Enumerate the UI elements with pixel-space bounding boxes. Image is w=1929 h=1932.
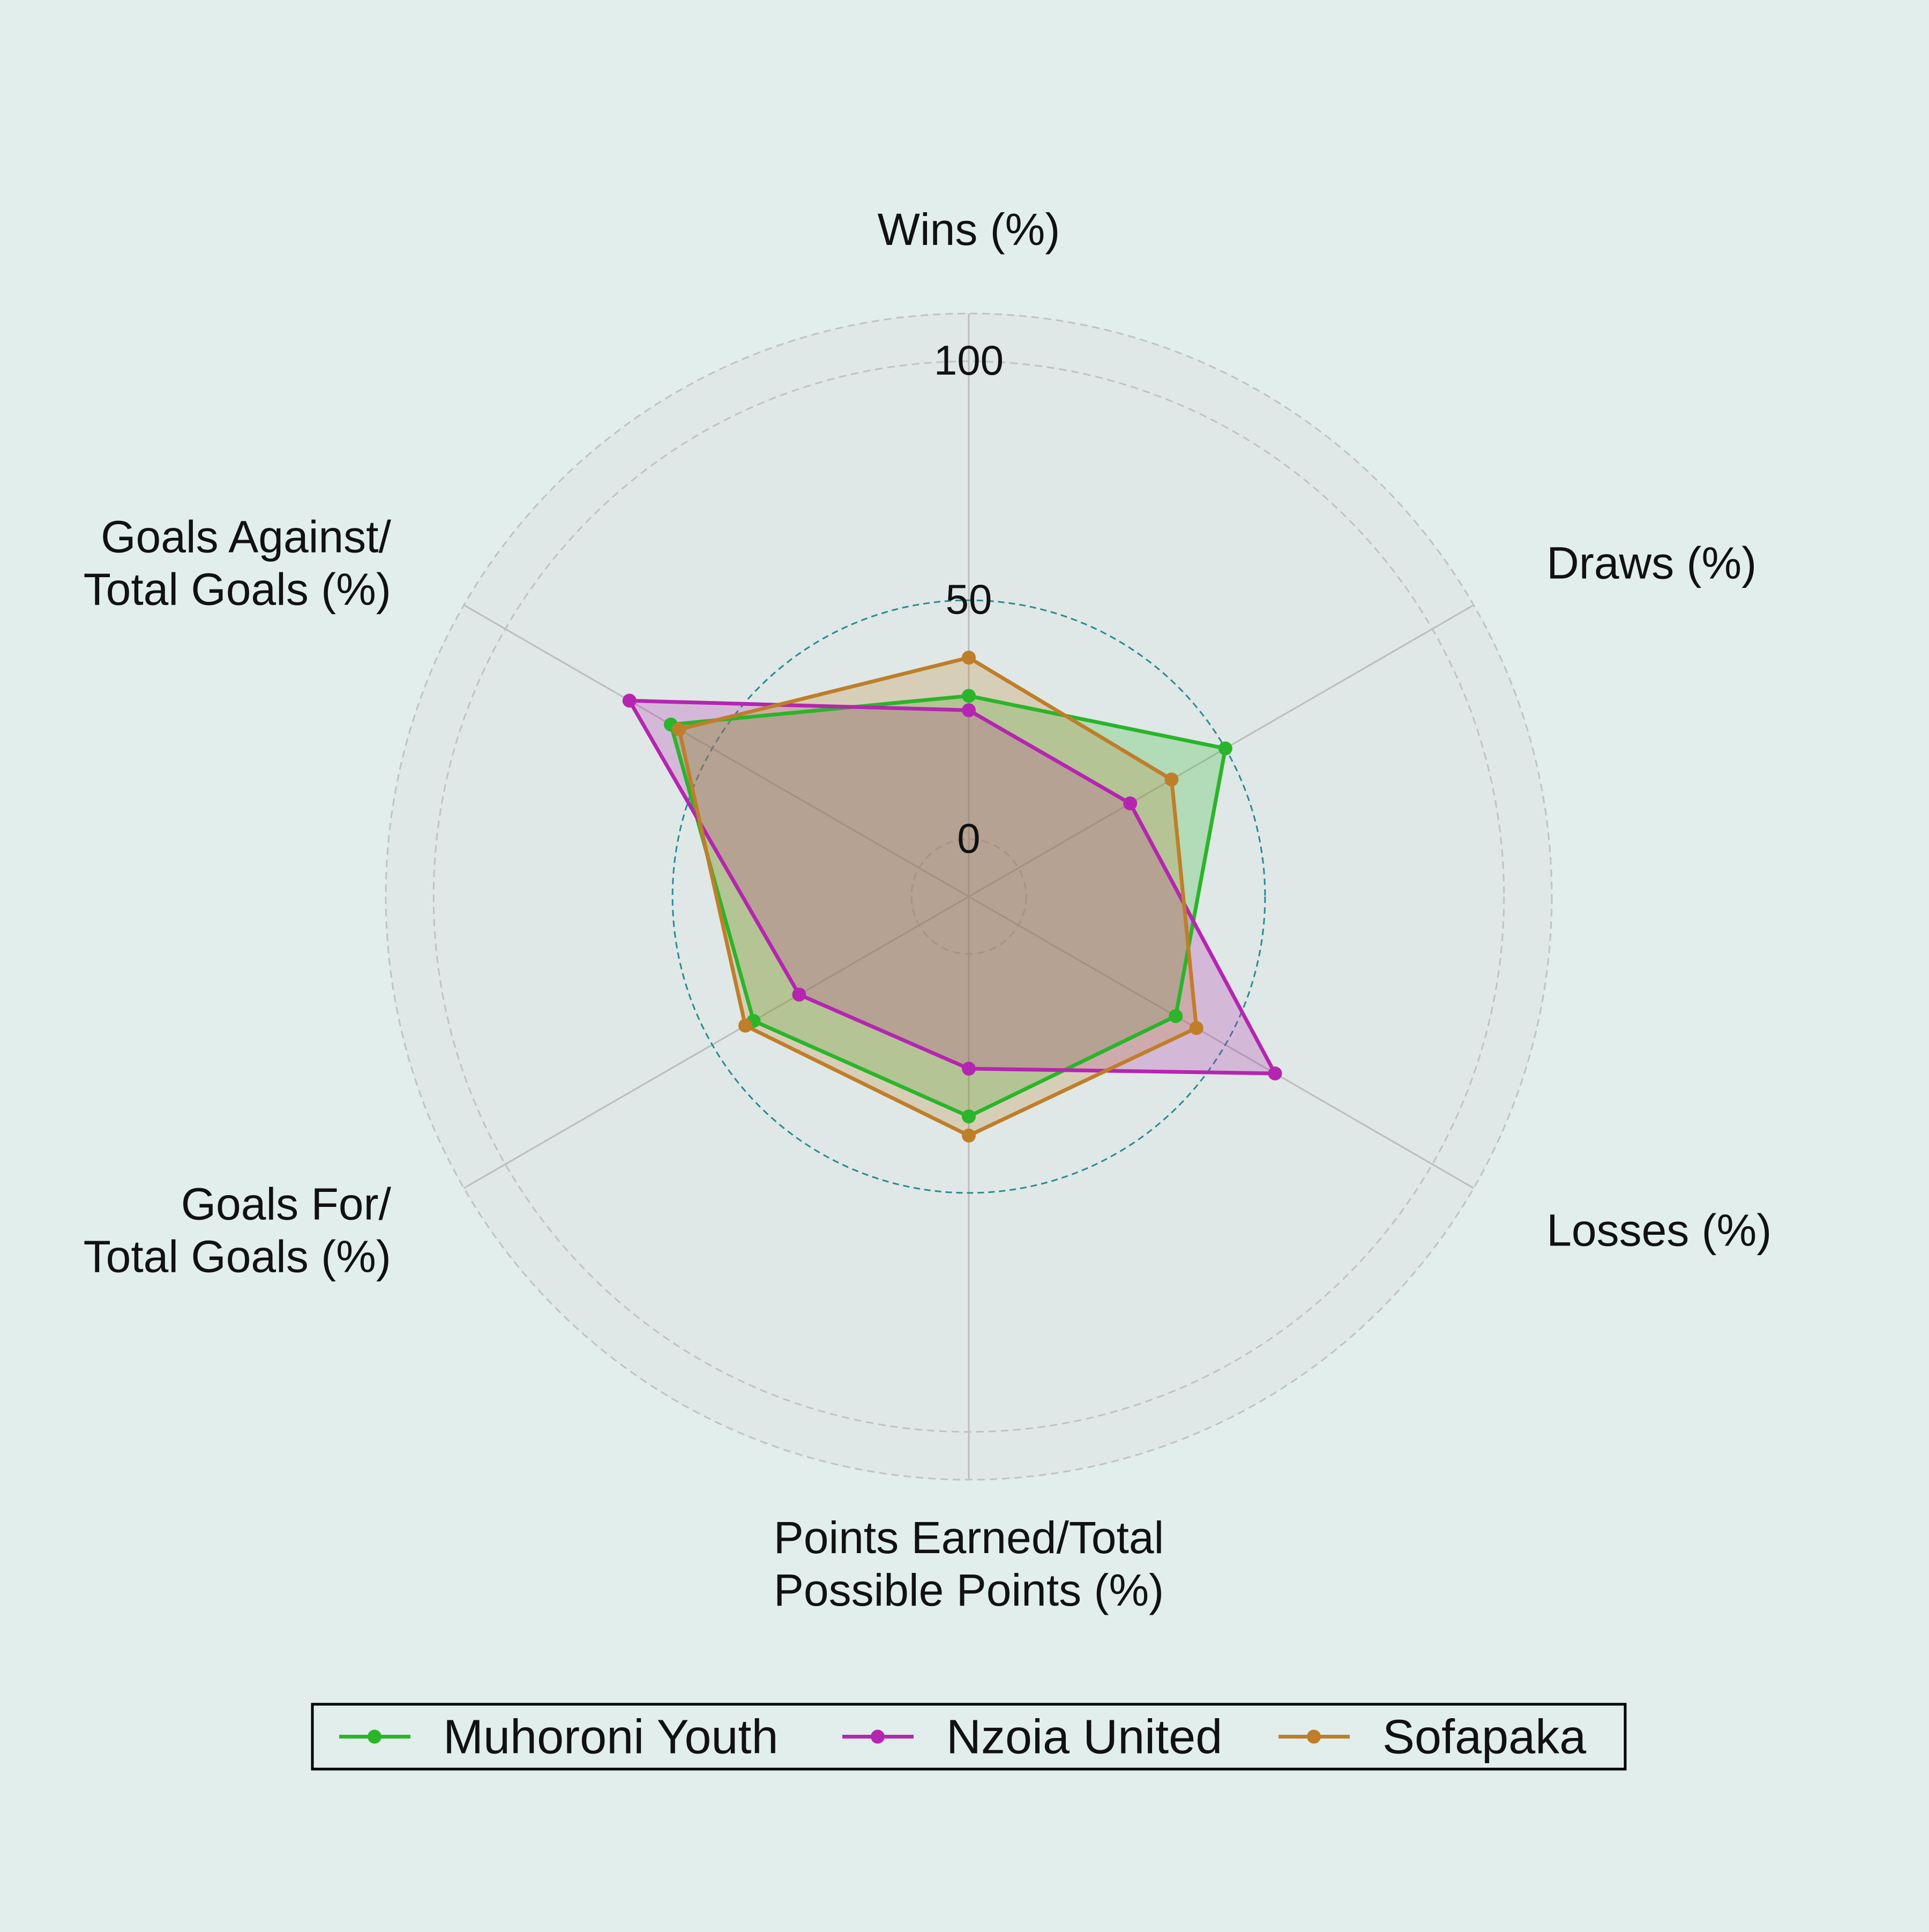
grid-ring [671, 599, 1266, 1194]
grid-ring [432, 360, 1505, 1433]
radial-tick-label: 50 [946, 576, 992, 623]
data-point [962, 1128, 976, 1143]
radial-tick-label: 0 [957, 815, 980, 862]
radial-tick-label: 100 [934, 337, 1004, 384]
axis-label: Goals Against/ [101, 512, 391, 562]
data-point [1169, 1009, 1183, 1023]
series-area [670, 696, 1225, 1117]
data-point [1218, 741, 1232, 756]
axis-spoke [463, 604, 969, 898]
data-point [792, 987, 806, 1002]
data-point [1268, 1066, 1282, 1080]
legend-box [311, 1703, 1627, 1771]
outer-grid-ring [385, 312, 1553, 1481]
axis-spoke [463, 896, 969, 1189]
data-point [672, 722, 686, 736]
data-point [622, 693, 637, 708]
data-point [962, 651, 976, 665]
axis-label: Goals For/ [181, 1179, 392, 1229]
data-point [962, 1109, 976, 1124]
data-point [738, 1018, 752, 1033]
legend-label: Sofapaka [1382, 1711, 1587, 1764]
axis-label: Draws (%) [1546, 538, 1756, 588]
data-point [962, 689, 976, 703]
legend-label: Nzoia United [946, 1711, 1222, 1764]
legend-marker [1307, 1729, 1321, 1744]
grid-ring [910, 838, 1027, 955]
axis-label: Total Goals (%) [84, 1232, 391, 1282]
axis-label: Points Earned/Total [774, 1512, 1164, 1563]
axis-spoke [968, 896, 1474, 1189]
legend-label: Muhoroni Youth [443, 1711, 779, 1764]
data-point [1164, 772, 1179, 787]
legend-marker [368, 1729, 382, 1744]
data-point [962, 703, 976, 718]
legend-marker [871, 1729, 885, 1744]
data-point [1123, 796, 1138, 811]
axis-label: Losses (%) [1546, 1205, 1771, 1256]
axis-label: Wins (%) [878, 204, 1060, 255]
axis-label: Possible Points (%) [774, 1565, 1164, 1615]
data-point [962, 1062, 976, 1076]
axis-label: Total Goals (%) [84, 564, 391, 615]
series-area [679, 658, 1197, 1136]
data-point [1189, 1021, 1203, 1035]
